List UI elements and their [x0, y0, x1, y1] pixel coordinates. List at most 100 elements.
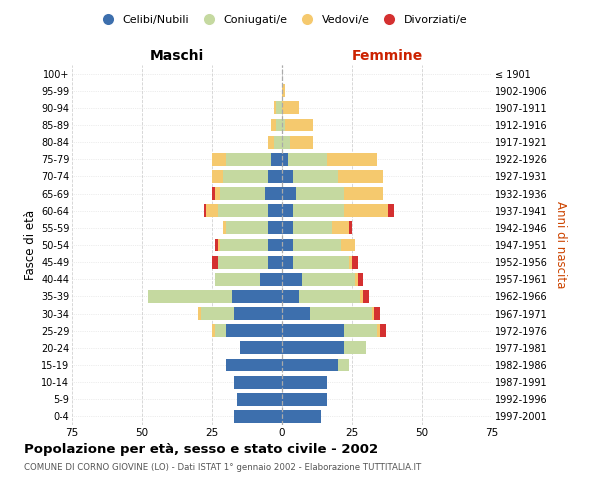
Bar — [293, 238, 341, 252]
Bar — [212, 187, 215, 200]
Bar — [268, 256, 282, 268]
Bar — [218, 204, 268, 217]
Bar — [299, 290, 361, 303]
Bar — [282, 410, 321, 423]
Bar — [363, 290, 369, 303]
Text: Femmine: Femmine — [352, 48, 422, 62]
Bar — [332, 222, 349, 234]
Bar — [215, 273, 260, 285]
Bar — [380, 324, 386, 337]
Bar — [282, 342, 344, 354]
Bar — [341, 238, 355, 252]
Bar — [268, 204, 282, 217]
Bar — [282, 187, 296, 200]
Bar — [282, 102, 299, 114]
Bar — [302, 273, 355, 285]
Bar — [203, 204, 206, 217]
Bar — [282, 273, 302, 285]
Bar — [223, 222, 226, 234]
Bar — [235, 307, 282, 320]
Bar — [290, 136, 313, 148]
Bar — [296, 187, 344, 200]
Y-axis label: Anni di nascita: Anni di nascita — [554, 202, 567, 288]
Bar — [293, 222, 332, 234]
Bar — [282, 170, 293, 183]
Bar — [277, 118, 282, 132]
Bar — [355, 273, 358, 285]
Bar — [212, 153, 226, 166]
Bar — [310, 307, 371, 320]
Bar — [268, 238, 282, 252]
Bar — [148, 290, 232, 303]
Bar — [293, 204, 344, 217]
Bar — [344, 204, 388, 217]
Bar — [212, 256, 218, 268]
Bar — [226, 324, 282, 337]
Bar — [349, 222, 352, 234]
Bar — [212, 324, 215, 337]
Bar — [268, 136, 274, 148]
Bar — [361, 290, 363, 303]
Bar — [344, 187, 383, 200]
Bar — [282, 307, 310, 320]
Bar — [282, 153, 287, 166]
Bar — [271, 118, 277, 132]
Bar — [293, 256, 349, 268]
Bar — [293, 170, 338, 183]
Bar — [388, 204, 394, 217]
Bar — [344, 324, 377, 337]
Bar — [358, 273, 363, 285]
Bar — [282, 222, 293, 234]
Bar — [344, 342, 366, 354]
Bar — [218, 256, 268, 268]
Text: Maschi: Maschi — [150, 48, 204, 62]
Bar — [220, 238, 268, 252]
Bar — [282, 256, 293, 268]
Legend: Celibi/Nubili, Coniugati/e, Vedovi/e, Divorziati/e: Celibi/Nubili, Coniugati/e, Vedovi/e, Di… — [92, 10, 472, 29]
Bar — [338, 358, 349, 372]
Bar — [218, 238, 220, 252]
Bar — [237, 393, 282, 406]
Bar — [282, 290, 299, 303]
Bar — [371, 307, 374, 320]
Bar — [198, 307, 201, 320]
Bar — [282, 324, 344, 337]
Bar — [215, 187, 220, 200]
Bar — [282, 358, 338, 372]
Bar — [268, 170, 282, 183]
Text: Popolazione per età, sesso e stato civile - 2002: Popolazione per età, sesso e stato civil… — [24, 442, 378, 456]
Bar — [232, 290, 282, 303]
Bar — [352, 256, 358, 268]
Bar — [274, 102, 277, 114]
Bar — [287, 153, 327, 166]
Bar — [282, 238, 293, 252]
Bar — [377, 324, 380, 337]
Bar — [260, 273, 282, 285]
Bar — [220, 187, 265, 200]
Bar — [282, 136, 290, 148]
Bar — [271, 153, 282, 166]
Bar — [282, 84, 285, 97]
Bar — [282, 118, 285, 132]
Bar — [265, 187, 282, 200]
Bar — [277, 102, 282, 114]
Bar — [235, 376, 282, 388]
Bar — [215, 238, 218, 252]
Bar — [240, 342, 282, 354]
Bar — [374, 307, 380, 320]
Bar — [215, 324, 226, 337]
Bar — [212, 170, 223, 183]
Bar — [223, 170, 268, 183]
Bar — [226, 222, 268, 234]
Bar — [327, 153, 377, 166]
Bar — [282, 376, 327, 388]
Bar — [282, 393, 327, 406]
Bar — [338, 170, 383, 183]
Bar — [201, 307, 235, 320]
Bar — [349, 256, 352, 268]
Bar — [226, 153, 271, 166]
Text: COMUNE DI CORNO GIOVINE (LO) - Dati ISTAT 1° gennaio 2002 - Elaborazione TUTTITA: COMUNE DI CORNO GIOVINE (LO) - Dati ISTA… — [24, 462, 421, 471]
Bar — [285, 118, 313, 132]
Bar — [235, 410, 282, 423]
Bar — [282, 204, 293, 217]
